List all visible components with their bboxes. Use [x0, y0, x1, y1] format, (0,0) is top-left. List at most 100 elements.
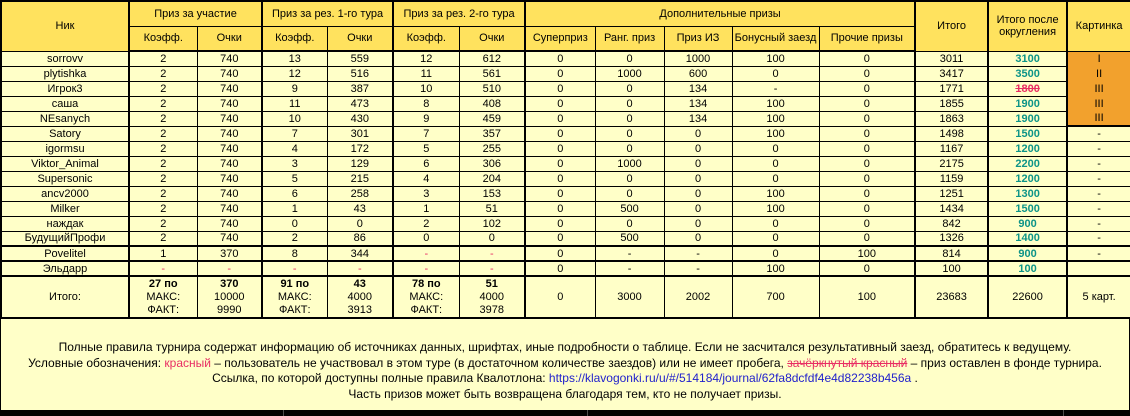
- value-cell: 0: [818, 95, 916, 112]
- summary-max-label: МАКС:: [146, 290, 181, 303]
- table-row: Povelitel 1 370 8 344- -0- -0 100 814 900-: [0, 245, 1130, 262]
- value-cell: 740: [196, 185, 263, 202]
- value-cell: 215: [326, 170, 394, 187]
- value-cell: 1: [392, 200, 460, 217]
- value-cell: 0: [818, 110, 916, 127]
- rounded-total-cell: 100: [987, 260, 1068, 277]
- value-cell: 10: [392, 80, 460, 97]
- value-cell: 344: [326, 245, 394, 262]
- col-header-rank-prize: Ранг. приз: [594, 25, 665, 52]
- value-cell: 100: [731, 95, 820, 112]
- value-cell: 740: [196, 155, 263, 172]
- value-cell: 0: [818, 155, 916, 172]
- summary-max-value: 4000: [347, 290, 373, 303]
- table-row: igormsu 2 740 4 172 5 255 0 0 0 0 0 1167 1200-: [0, 140, 1130, 157]
- value-cell: 102: [458, 215, 526, 232]
- value-cell: 0: [818, 200, 916, 217]
- value-cell: 2: [128, 155, 198, 172]
- value-cell: 0: [663, 215, 733, 232]
- value-cell: 740: [196, 140, 263, 157]
- total-cell: 1251: [914, 185, 989, 202]
- rules-link[interactable]: https://klavogonki.ru/u/#/514184/journal…: [548, 371, 912, 385]
- value-cell: 100: [731, 260, 820, 277]
- value-cell: 0: [594, 95, 665, 112]
- value-cell: 510: [458, 80, 526, 97]
- value-cell: 204: [458, 170, 526, 187]
- value-cell: 370: [196, 245, 263, 262]
- value-cell: 0: [663, 185, 733, 202]
- footer-notes: Полные правила турнира содержат информац…: [0, 319, 1130, 410]
- total-cell: 1167: [914, 140, 989, 157]
- value-cell: 306: [458, 155, 526, 172]
- col-header-superprize: Суперприз: [524, 25, 596, 52]
- summary-max-label: МАКС:: [409, 290, 444, 303]
- value-cell: -: [663, 260, 733, 277]
- value-cell: 0: [818, 230, 916, 247]
- value-cell: 0: [524, 50, 596, 67]
- value-cell: 740: [196, 125, 263, 142]
- value-cell: -: [326, 260, 394, 277]
- value-cell: 0: [524, 260, 596, 277]
- summary-points-round2-cell: 51 4000 3978: [458, 275, 526, 319]
- value-cell: 1000: [594, 65, 665, 82]
- rounded-total-cell: 1900: [987, 110, 1068, 127]
- value-cell: 0: [818, 170, 916, 187]
- value-cell: 2: [128, 125, 198, 142]
- picture-cell: -: [1066, 215, 1130, 232]
- summary-fact-value: 3978: [479, 303, 505, 316]
- value-cell: 0: [261, 215, 328, 232]
- value-cell: 1000: [594, 155, 665, 172]
- value-cell: 100: [731, 50, 820, 67]
- value-cell: 0: [524, 65, 596, 82]
- value-cell: 0: [663, 125, 733, 142]
- value-cell: 8: [392, 95, 460, 112]
- col-header-picture: Картинка: [1066, 0, 1130, 52]
- value-cell: 9: [261, 80, 328, 97]
- table-row: БудущийПрофи 2 740 2 86 0 0 0 500 0 0 0 1326 1400-: [0, 230, 1130, 247]
- nick-cell: igormsu: [0, 140, 130, 157]
- rounded-total-cell: 1300: [987, 185, 1068, 202]
- nick-cell: plytishka: [0, 65, 130, 82]
- col-header-coeff-round2: Коэфф.: [392, 25, 460, 52]
- nick-cell: Milker: [0, 200, 130, 217]
- total-cell: 100: [914, 260, 989, 277]
- total-cell: 1159: [914, 170, 989, 187]
- rounded-total-cell: 1800: [987, 80, 1068, 97]
- table-row: саша 2 740 11 473 8 408 0 0 134 100 0 1855 1900 III: [0, 95, 1130, 112]
- col-header-iz-prize: Приз ИЗ: [663, 25, 733, 52]
- col-header-nick: Ник: [0, 0, 130, 52]
- value-cell: 6: [392, 155, 460, 172]
- value-cell: 3: [392, 185, 460, 202]
- rounded-total-cell: 1400: [987, 230, 1068, 247]
- picture-cell: -: [1066, 230, 1130, 247]
- summary-max-value: 4000: [479, 290, 505, 303]
- value-cell: 0: [524, 245, 596, 262]
- value-cell: -: [594, 260, 665, 277]
- value-cell: 740: [196, 110, 263, 127]
- value-cell: 2: [128, 140, 198, 157]
- value-cell: 0: [524, 140, 596, 157]
- nick-cell: саша: [0, 95, 130, 112]
- strip-divider: [283, 410, 284, 416]
- value-cell: 740: [196, 80, 263, 97]
- value-cell: -: [261, 260, 328, 277]
- col-header-other-prizes: Прочие призы: [818, 25, 916, 52]
- table-row: Эльдарр - - - - - -0- -100 0 100 100: [0, 260, 1130, 277]
- value-cell: 258: [326, 185, 394, 202]
- rounded-total-cell: 3100: [987, 50, 1068, 67]
- value-cell: -: [594, 245, 665, 262]
- value-cell: 0: [524, 95, 596, 112]
- value-cell: 100: [818, 245, 916, 262]
- picture-cell: -: [1066, 200, 1130, 217]
- summary-max-value: 10000: [213, 290, 245, 303]
- summary-value: 43: [353, 277, 366, 290]
- value-cell: 301: [326, 125, 394, 142]
- value-cell: 0: [663, 170, 733, 187]
- value-cell: 100: [731, 125, 820, 142]
- group-header-round2: Приз за рез. 2-го тура: [392, 0, 526, 27]
- value-cell: 0: [818, 65, 916, 82]
- rounded-total-cell: 1200: [987, 170, 1068, 187]
- summary-value: 51: [485, 277, 498, 290]
- summary-coeff-participation-cell: 27 по МАКС: ФАКТ:: [128, 275, 198, 319]
- value-cell: 0: [818, 260, 916, 277]
